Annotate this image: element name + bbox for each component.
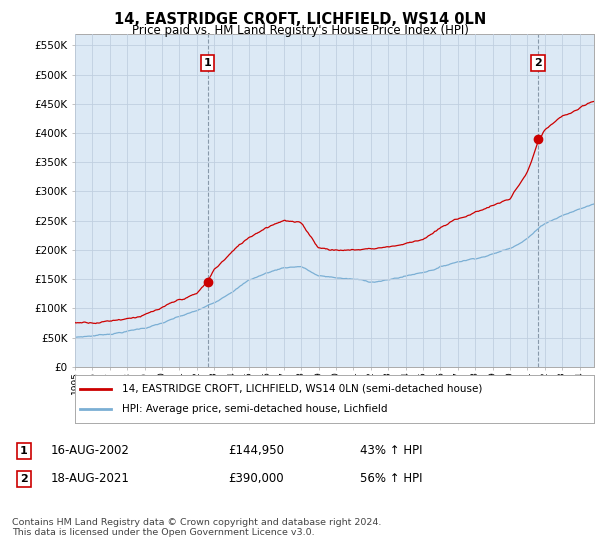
Text: 14, EASTRIDGE CROFT, LICHFIELD, WS14 0LN: 14, EASTRIDGE CROFT, LICHFIELD, WS14 0LN bbox=[114, 12, 486, 27]
Text: 2: 2 bbox=[20, 474, 28, 484]
Text: Contains HM Land Registry data © Crown copyright and database right 2024.
This d: Contains HM Land Registry data © Crown c… bbox=[12, 518, 382, 538]
Text: 18-AUG-2021: 18-AUG-2021 bbox=[51, 472, 130, 486]
Text: £390,000: £390,000 bbox=[228, 472, 284, 486]
Text: £144,950: £144,950 bbox=[228, 444, 284, 458]
Text: 1: 1 bbox=[204, 58, 211, 68]
Text: 56% ↑ HPI: 56% ↑ HPI bbox=[360, 472, 422, 486]
Text: 1: 1 bbox=[20, 446, 28, 456]
Text: 16-AUG-2002: 16-AUG-2002 bbox=[51, 444, 130, 458]
Text: 43% ↑ HPI: 43% ↑ HPI bbox=[360, 444, 422, 458]
Text: 14, EASTRIDGE CROFT, LICHFIELD, WS14 0LN (semi-detached house): 14, EASTRIDGE CROFT, LICHFIELD, WS14 0LN… bbox=[122, 384, 482, 394]
Text: Price paid vs. HM Land Registry's House Price Index (HPI): Price paid vs. HM Land Registry's House … bbox=[131, 24, 469, 37]
Text: HPI: Average price, semi-detached house, Lichfield: HPI: Average price, semi-detached house,… bbox=[122, 404, 387, 414]
Text: 2: 2 bbox=[534, 58, 542, 68]
